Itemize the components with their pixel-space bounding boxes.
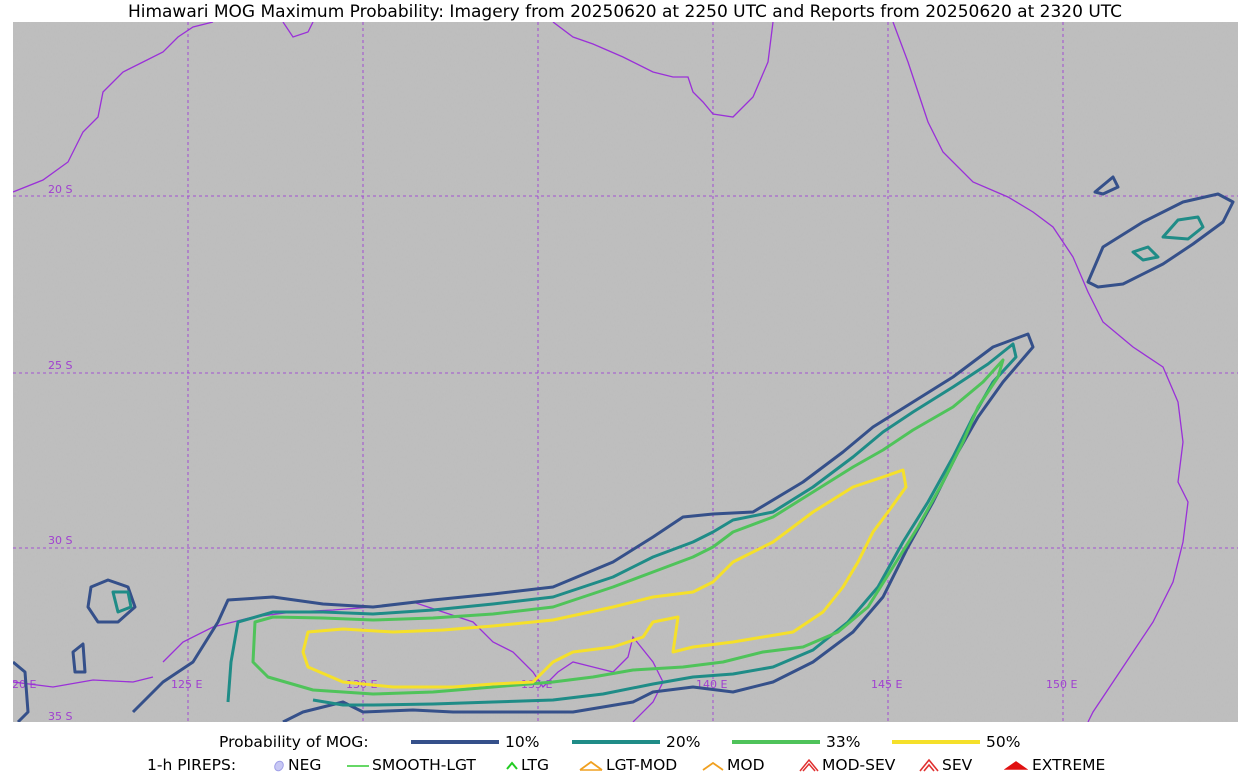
- contour-50-percent: [301, 468, 908, 689]
- legend-item-neg: NEG: [272, 756, 321, 774]
- contour-10-percent: [71, 642, 87, 674]
- lon-label: 125 E: [171, 678, 202, 691]
- legend-label-mod-sev: MOD-SEV: [822, 756, 896, 774]
- legend-label-extreme: EXTREME: [1032, 756, 1106, 774]
- contour-10-percent: [86, 578, 137, 624]
- gridlines: [13, 22, 1238, 722]
- legend-label-20: 20%: [666, 733, 701, 751]
- map-title: Himawari MOG Maximum Probability: Imager…: [127, 2, 1123, 22]
- neg-icon: [274, 760, 284, 772]
- legend-item-50: 50%: [892, 733, 1020, 751]
- contour-20-percent: [1161, 215, 1205, 241]
- legend-label-lgt-mod: LGT-MOD: [606, 756, 678, 774]
- mog-contours: [13, 175, 1235, 722]
- smooth-lgt-icon: [347, 765, 369, 767]
- legend-item-20: 20%: [572, 733, 700, 751]
- probability-legend-label: Probability of MOG:: [219, 733, 369, 751]
- legend-swatch-20: [572, 740, 660, 744]
- satellite-map: 20 S 25 S 30 S 35 S 120 E 125 E 130 E 13…: [13, 22, 1238, 722]
- lon-label: 145 E: [871, 678, 902, 691]
- legend-item-33: 33%: [732, 733, 860, 751]
- legend-item-mod: MOD: [701, 756, 765, 774]
- legend-item-lgt-mod: LGT-MOD: [578, 756, 677, 774]
- legend-item-extreme: EXTREME: [1004, 756, 1105, 774]
- imagery-texture: [13, 22, 1238, 722]
- extreme-icon: [1004, 761, 1028, 770]
- mod-sev-icon: [799, 758, 819, 772]
- legend-item-ltg: LTG: [505, 756, 549, 774]
- legend-item-mod-sev: MOD-SEV: [798, 756, 895, 774]
- ltg-icon: [506, 761, 518, 770]
- lat-label: 30 S: [48, 534, 72, 547]
- legend-swatch-10: [411, 740, 499, 744]
- legend-label-10: 10%: [505, 733, 540, 751]
- legend-label-33: 33%: [826, 733, 861, 751]
- sev-icon: [919, 758, 939, 772]
- legend-label-mod: MOD: [727, 756, 765, 774]
- pireps-legend-label: 1-h PIREPS:: [147, 756, 237, 774]
- lat-label: 20 S: [48, 183, 72, 196]
- legend-item-sev: SEV: [918, 756, 972, 774]
- contour-20-percent: [1131, 245, 1160, 262]
- probability-legend: Probability of MOG: 10% 20% 33% 50%: [0, 733, 1250, 755]
- mod-icon: [702, 761, 724, 771]
- legend-label-smooth-lgt: SMOOTH-LGT: [372, 756, 476, 774]
- contour-20-percent: [111, 590, 133, 614]
- legend-item-smooth-lgt: SMOOTH-LGT: [346, 756, 476, 774]
- legend-item-10: 10%: [411, 733, 539, 751]
- legend-label-neg: NEG: [288, 756, 322, 774]
- latitude-labels: 20 S 25 S 30 S 35 S: [48, 183, 72, 722]
- lat-label: 25 S: [48, 359, 72, 372]
- pireps-legend: 1-h PIREPS: NEG SMOOTH-LGT LTG LGT-MOD M…: [0, 756, 1250, 778]
- contour-20-percent: [226, 342, 1018, 707]
- lon-label: 150 E: [1046, 678, 1077, 691]
- contour-10-percent: [13, 660, 30, 722]
- legend-swatch-50: [892, 740, 980, 744]
- legend-swatch-33: [732, 740, 820, 744]
- legend-label-sev: SEV: [942, 756, 973, 774]
- lgt-mod-icon: [579, 760, 603, 771]
- legend-label-50: 50%: [986, 733, 1021, 751]
- contour-10-percent: [1093, 175, 1120, 196]
- contour-33-percent: [251, 358, 1005, 696]
- contour-10-percent: [1086, 192, 1235, 289]
- lat-label: 35 S: [48, 710, 72, 722]
- contour-10-percent: [131, 332, 1035, 722]
- legend-label-ltg: LTG: [521, 756, 549, 774]
